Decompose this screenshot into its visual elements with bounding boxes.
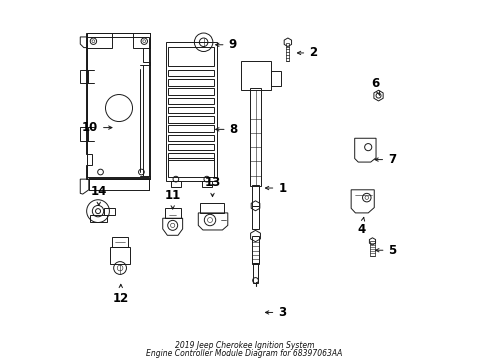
Bar (251, 185, 259, 206)
Text: 7: 7 (374, 153, 395, 166)
Bar (132, 33, 150, 48)
Text: 6: 6 (370, 77, 379, 95)
Bar (241, 61, 271, 90)
Bar (168, 79, 214, 86)
Bar (252, 264, 258, 283)
Bar (164, 208, 180, 218)
Bar (250, 89, 260, 186)
Bar (168, 153, 214, 159)
Bar (168, 135, 214, 141)
Bar (168, 125, 214, 132)
Bar (112, 238, 128, 247)
Bar (168, 107, 214, 113)
Bar (168, 98, 214, 104)
Text: 14: 14 (90, 185, 107, 206)
Bar (165, 42, 217, 181)
Bar (251, 236, 259, 265)
Text: 1: 1 (265, 181, 286, 194)
Bar (110, 247, 130, 265)
Bar (80, 127, 88, 141)
Text: 2: 2 (297, 46, 317, 59)
Bar (252, 206, 258, 229)
Text: 12: 12 (112, 284, 129, 305)
Bar (200, 203, 223, 213)
Text: 11: 11 (164, 189, 181, 209)
Bar (168, 116, 214, 123)
Text: 9: 9 (215, 38, 236, 51)
Bar (168, 47, 214, 67)
Bar (202, 181, 211, 187)
Text: 4: 4 (356, 217, 365, 236)
Text: 13: 13 (204, 176, 220, 197)
Bar (89, 215, 106, 222)
Bar (80, 69, 88, 83)
Bar (89, 179, 149, 190)
Text: 10: 10 (81, 121, 112, 134)
Bar (87, 37, 148, 177)
Bar (168, 158, 214, 177)
Bar (104, 208, 115, 215)
Bar (369, 241, 374, 256)
Bar (87, 33, 112, 48)
Text: 3: 3 (265, 306, 286, 319)
Bar (168, 144, 214, 150)
Bar (286, 43, 289, 61)
Bar (168, 70, 214, 76)
Text: 2019 Jeep Cherokee Ignition System: 2019 Jeep Cherokee Ignition System (174, 341, 314, 350)
Bar (168, 89, 214, 95)
Text: 5: 5 (375, 244, 396, 257)
Text: 8: 8 (215, 123, 237, 136)
Bar (171, 181, 181, 187)
Text: Engine Controller Module Diagram for 68397063AA: Engine Controller Module Diagram for 683… (146, 349, 342, 358)
Bar (271, 71, 281, 86)
